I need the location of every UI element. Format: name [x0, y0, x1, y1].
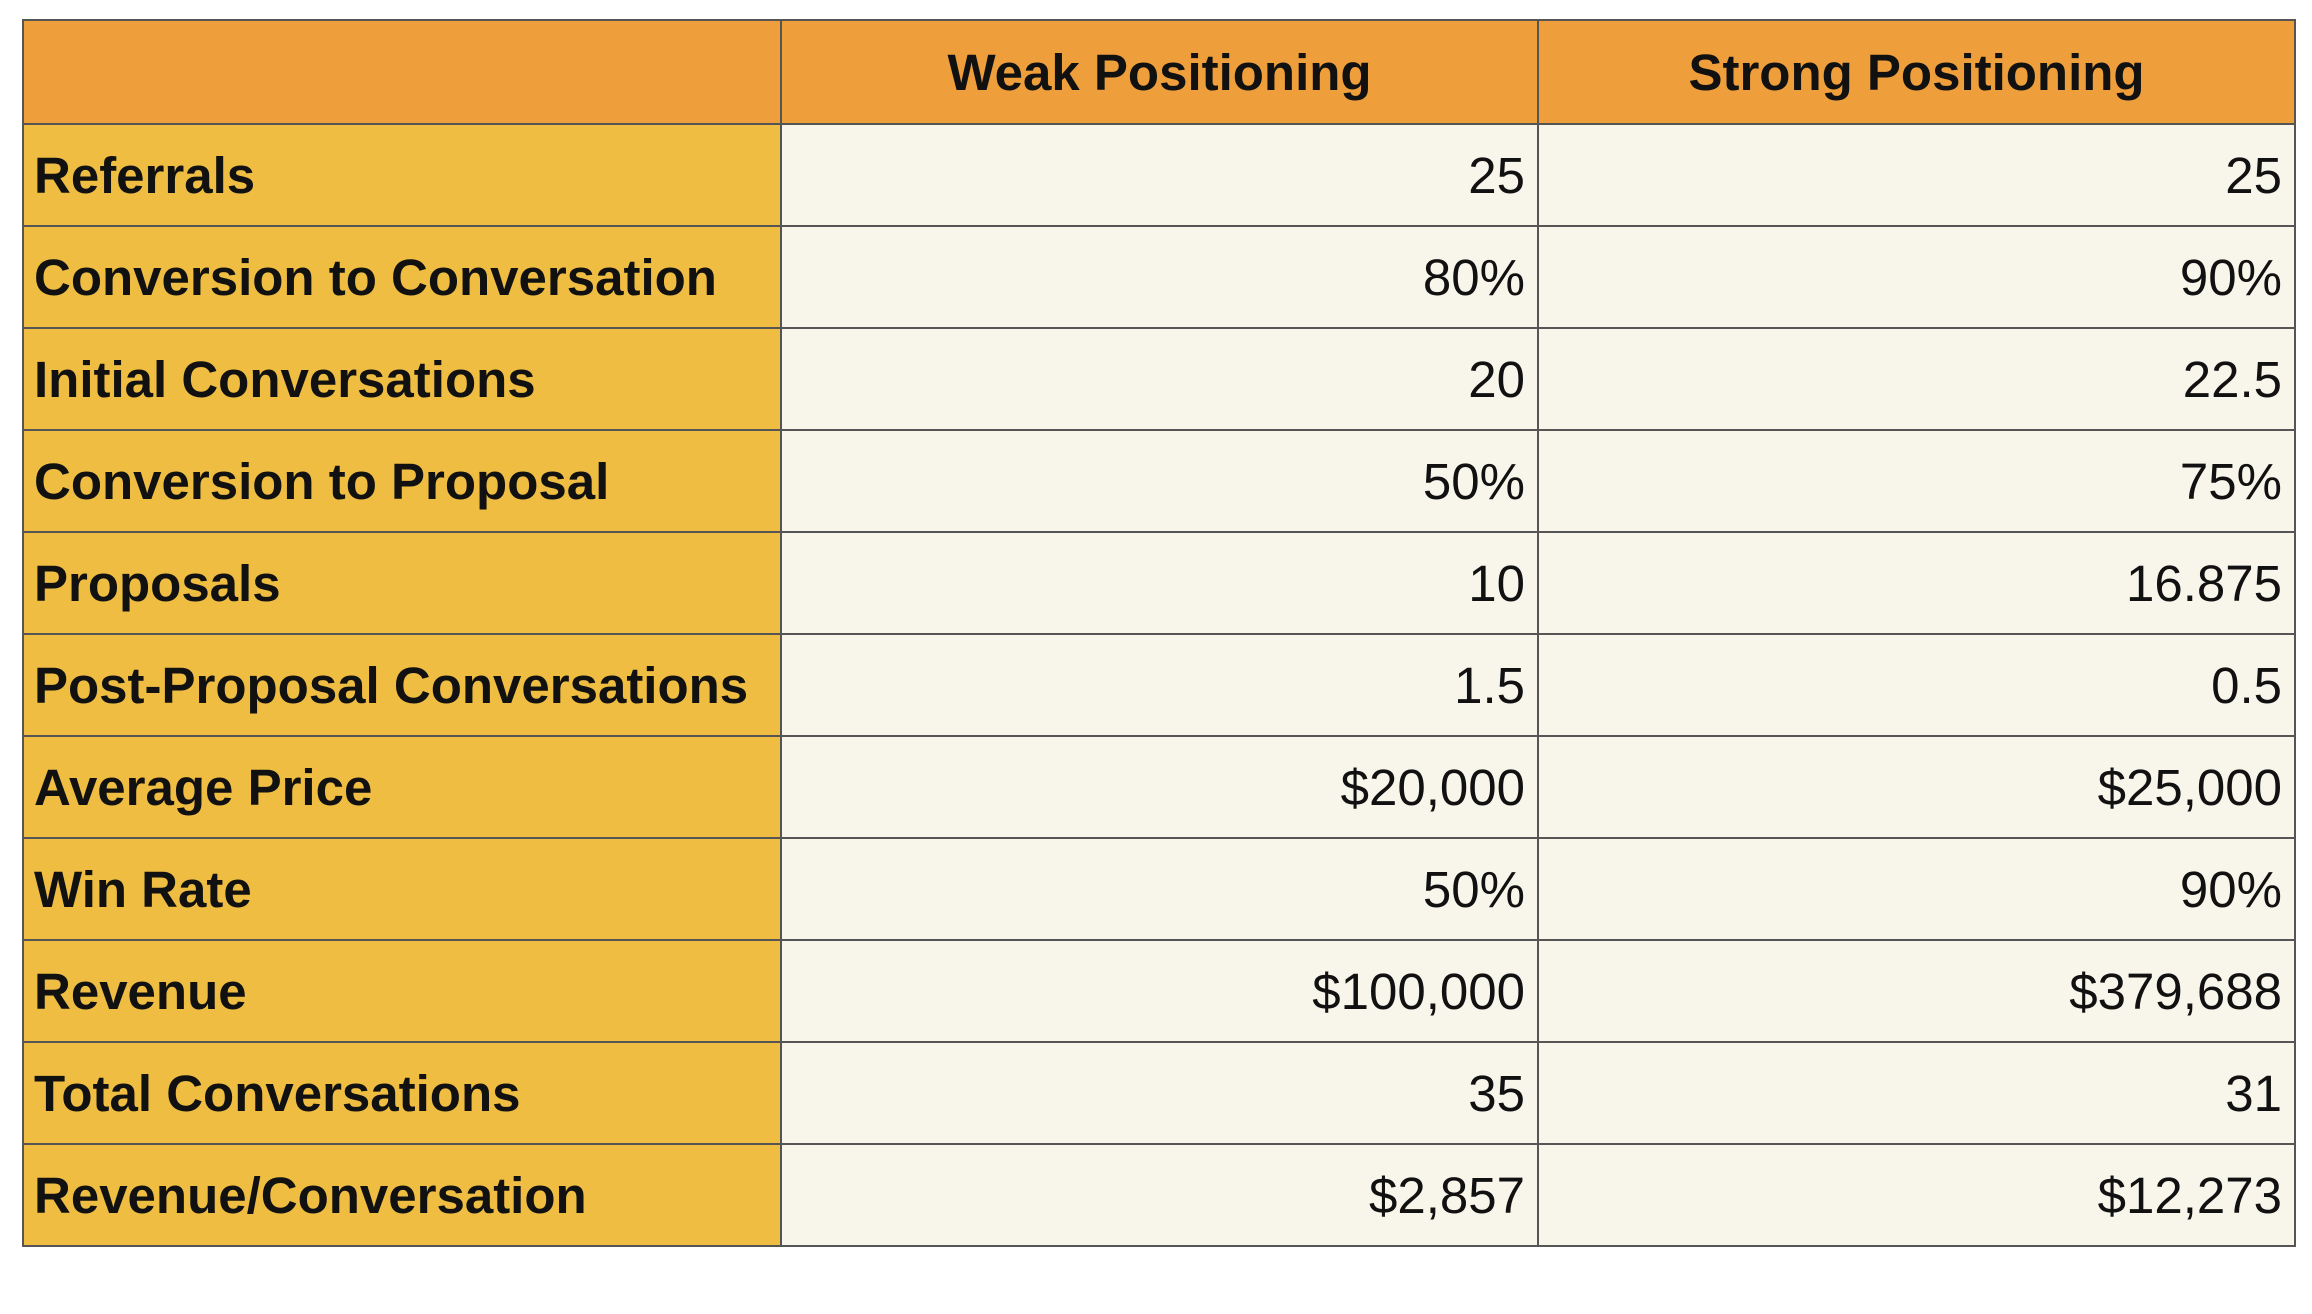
table-row: Referrals 25 25 — [22, 123, 2296, 227]
table-body: Referrals 25 25 Conversion to Conversation 8… — [22, 123, 2296, 1247]
comparison-table-container: Weak Positioning Strong Positioning Refe… — [22, 19, 2296, 1247]
table-row: Revenue/Conversation $2,857 $12,273 — [22, 1143, 2296, 1247]
table-row: Proposals 10 16.875 — [22, 531, 2296, 635]
row-label: Win Rate — [22, 837, 782, 941]
weak-positioning-value: 35 — [780, 1041, 1539, 1145]
row-label: Proposals — [22, 531, 782, 635]
row-label: Total Conversations — [22, 1041, 782, 1145]
strong-positioning-value: 90% — [1537, 225, 2296, 329]
strong-positioning-value: 0.5 — [1537, 633, 2296, 737]
strong-positioning-value: $12,273 — [1537, 1143, 2296, 1247]
header-row: Weak Positioning Strong Positioning — [22, 19, 2296, 125]
row-label: Post-Proposal Conversations — [22, 633, 782, 737]
corner-header-cell — [22, 19, 782, 125]
table-row: Revenue $100,000 $379,688 — [22, 939, 2296, 1043]
weak-positioning-value: 50% — [780, 837, 1539, 941]
strong-positioning-value: 75% — [1537, 429, 2296, 533]
weak-positioning-value: 80% — [780, 225, 1539, 329]
weak-positioning-value: $2,857 — [780, 1143, 1539, 1247]
weak-positioning-value: 1.5 — [780, 633, 1539, 737]
strong-positioning-value: $25,000 — [1537, 735, 2296, 839]
table-row: Win Rate 50% 90% — [22, 837, 2296, 941]
column-header-strong-positioning: Strong Positioning — [1537, 19, 2296, 125]
strong-positioning-value: 16.875 — [1537, 531, 2296, 635]
table-row: Average Price $20,000 $25,000 — [22, 735, 2296, 839]
table-row: Total Conversations 35 31 — [22, 1041, 2296, 1145]
table-row: Initial Conversations 20 22.5 — [22, 327, 2296, 431]
weak-positioning-value: $20,000 — [780, 735, 1539, 839]
row-label: Revenue/Conversation — [22, 1143, 782, 1247]
weak-positioning-value: 50% — [780, 429, 1539, 533]
row-label: Revenue — [22, 939, 782, 1043]
strong-positioning-value: 25 — [1537, 123, 2296, 227]
row-label: Initial Conversations — [22, 327, 782, 431]
strong-positioning-value: 90% — [1537, 837, 2296, 941]
column-header-weak-positioning: Weak Positioning — [780, 19, 1539, 125]
strong-positioning-value: 31 — [1537, 1041, 2296, 1145]
strong-positioning-value: $379,688 — [1537, 939, 2296, 1043]
table-row: Conversion to Conversation 80% 90% — [22, 225, 2296, 329]
table-row: Conversion to Proposal 50% 75% — [22, 429, 2296, 533]
strong-positioning-value: 22.5 — [1537, 327, 2296, 431]
weak-positioning-value: 20 — [780, 327, 1539, 431]
row-label: Referrals — [22, 123, 782, 227]
weak-positioning-value: 25 — [780, 123, 1539, 227]
weak-positioning-value: $100,000 — [780, 939, 1539, 1043]
row-label: Conversion to Proposal — [22, 429, 782, 533]
row-label: Conversion to Conversation — [22, 225, 782, 329]
weak-positioning-value: 10 — [780, 531, 1539, 635]
row-label: Average Price — [22, 735, 782, 839]
positioning-comparison-table: Weak Positioning Strong Positioning Refe… — [22, 19, 2296, 1247]
table-row: Post-Proposal Conversations 1.5 0.5 — [22, 633, 2296, 737]
